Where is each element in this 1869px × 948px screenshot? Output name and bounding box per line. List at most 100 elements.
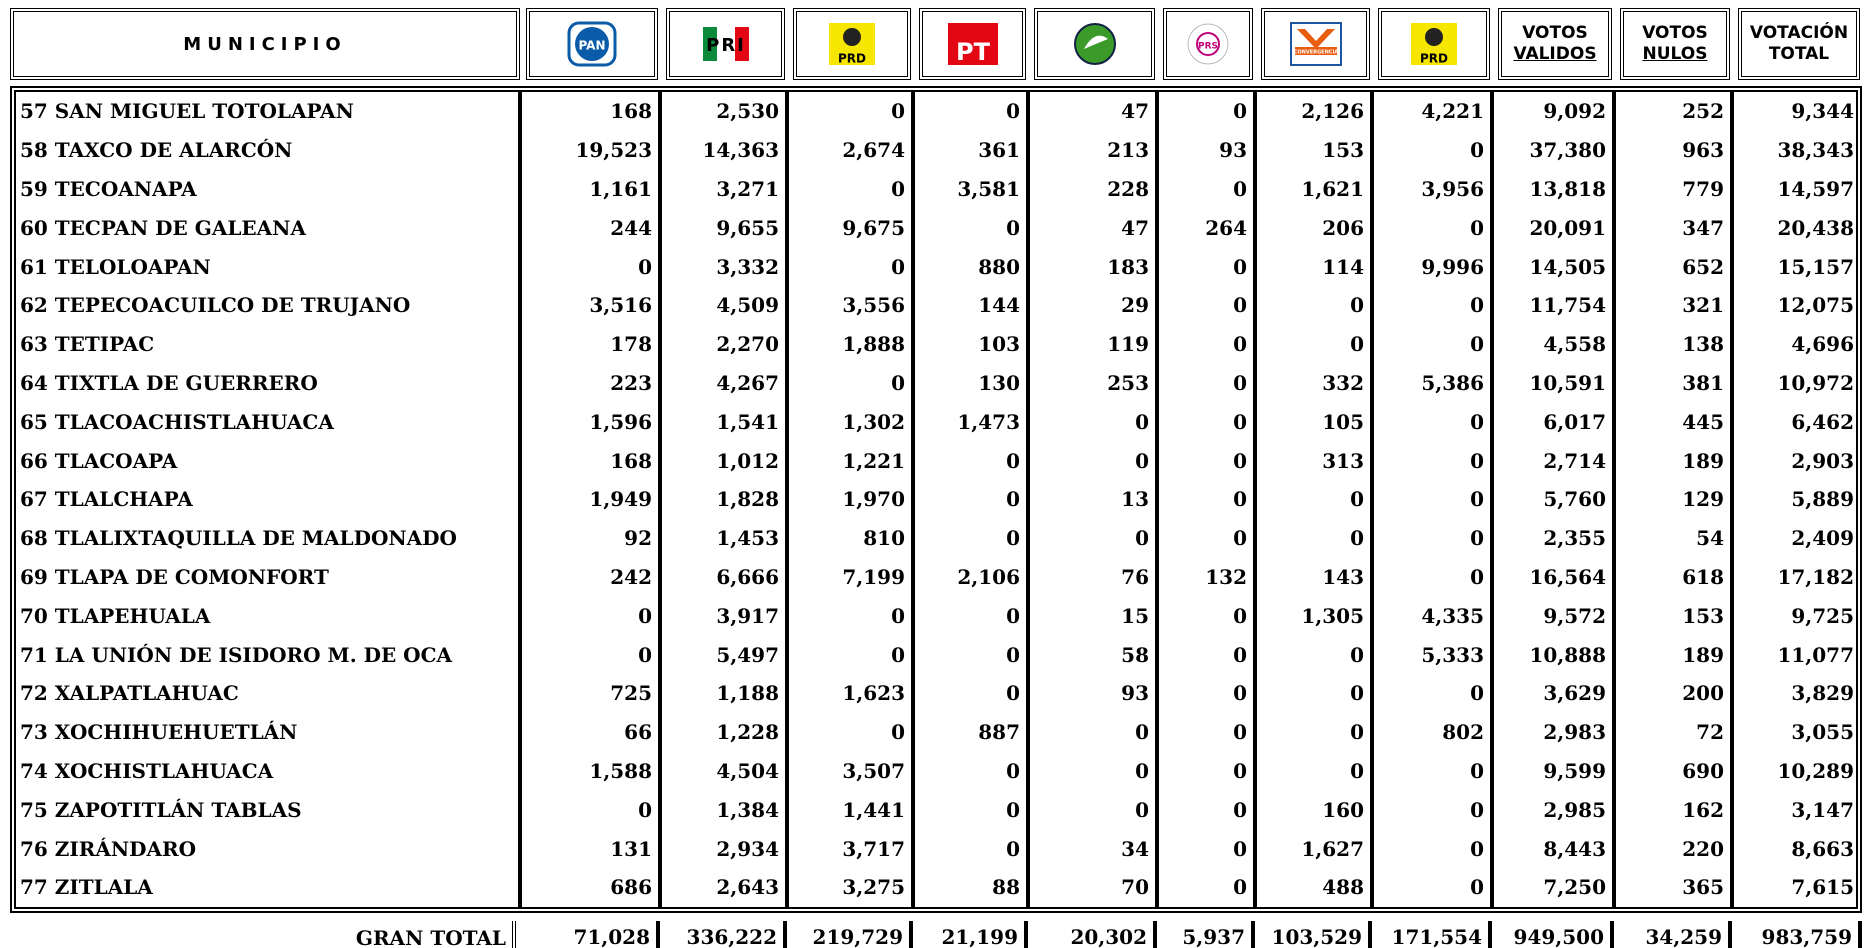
- vote-count: 5,497: [716, 642, 779, 667]
- party-logo: PT: [947, 23, 998, 66]
- grand-total-label: GRAN TOTAL: [10, 920, 516, 948]
- header-text: VOTACIÓN: [1749, 23, 1849, 43]
- vote-count: 2,270: [716, 332, 779, 357]
- vote-count: 0: [1470, 875, 1484, 900]
- logo-shape: [1296, 29, 1335, 49]
- vote-count: 0: [891, 642, 905, 667]
- municipio-name: 61 TELOLOAPAN: [20, 254, 211, 279]
- vote-count: 0: [1350, 758, 1364, 783]
- vote-count: 5,889: [1791, 487, 1854, 512]
- vote-count: 3,516: [589, 293, 652, 318]
- municipio-name: 64 TIXTLA DE GUERRERO: [20, 370, 318, 395]
- vote-count: 7,615: [1791, 875, 1854, 900]
- vote-count: 0: [1135, 720, 1149, 745]
- logo-text: CONVERGENCIA: [1293, 50, 1337, 56]
- vote-count: 93: [1219, 138, 1247, 163]
- vote-count: 1,473: [957, 409, 1020, 434]
- logo-shape: [702, 27, 717, 61]
- vote-count: 9,675: [842, 215, 905, 240]
- municipio-name: 62 TEPECOACUILCO DE TRUJANO: [20, 293, 411, 318]
- column-rule: [658, 90, 662, 909]
- column-rule: [1155, 90, 1159, 909]
- vote-count: 0: [1233, 681, 1247, 706]
- vote-count: 8,663: [1791, 836, 1854, 861]
- vote-count: 264: [1205, 215, 1247, 240]
- logo-shape: [843, 28, 861, 46]
- party-header: PRS: [1163, 8, 1253, 80]
- grand-total-value: 336,222: [660, 920, 787, 948]
- vote-count: 0: [1350, 332, 1364, 357]
- vote-count: 0: [1470, 797, 1484, 822]
- vote-count: 1,305: [1301, 603, 1364, 628]
- municipio-name: 65 TLACOACHISTLAHUACA: [20, 409, 334, 434]
- vote-count: 14,505: [1529, 254, 1606, 279]
- vote-count: 0: [891, 176, 905, 201]
- vote-count: 3,629: [1543, 681, 1606, 706]
- party-header: PT: [919, 8, 1026, 80]
- vote-count: 14,363: [702, 138, 779, 163]
- vote-count: 1,623: [842, 681, 905, 706]
- vote-count: 0: [1350, 681, 1364, 706]
- vote-count: 0: [638, 254, 652, 279]
- logo-shape: [947, 23, 998, 65]
- party-header: PRD: [793, 8, 911, 80]
- logo-text: PT: [956, 38, 991, 66]
- vote-count: 0: [1470, 564, 1484, 589]
- vote-count: 2,530: [716, 99, 779, 124]
- municipio-name: 58 TAXCO DE ALARCÓN: [20, 138, 293, 163]
- vote-count: 228: [1107, 176, 1149, 201]
- vote-count: 4,509: [716, 293, 779, 318]
- vote-count: 242: [610, 564, 652, 589]
- header-text: VOTOS: [1642, 23, 1708, 43]
- vote-count: 105: [1322, 409, 1364, 434]
- vote-count: 0: [1470, 526, 1484, 551]
- vote-count: 76: [1121, 564, 1149, 589]
- vote-count: 361: [978, 138, 1020, 163]
- header-text: NULOS: [1642, 44, 1708, 64]
- vote-count: 0: [1470, 215, 1484, 240]
- column-rule: [1370, 90, 1374, 909]
- vote-count: 3,717: [842, 836, 905, 861]
- column-rule: [1253, 90, 1257, 909]
- party-header: PRD: [1378, 8, 1490, 80]
- vote-count: 189: [1682, 448, 1724, 473]
- vote-count: 1,970: [842, 487, 905, 512]
- logo-shape: [716, 27, 735, 61]
- vote-count: 618: [1682, 564, 1724, 589]
- logo-shape: [734, 27, 749, 61]
- vote-count: 3,829: [1791, 681, 1854, 706]
- vote-count: 244: [610, 215, 652, 240]
- vote-count: 38,343: [1777, 138, 1854, 163]
- vote-count: 381: [1682, 370, 1724, 395]
- vote-count: 0: [1006, 836, 1020, 861]
- vote-count: 16,564: [1529, 564, 1606, 589]
- municipio-name: 71 LA UNIÓN DE ISIDORO M. DE OCA: [20, 642, 453, 667]
- vote-count: 47: [1121, 215, 1149, 240]
- vote-count: 10,289: [1777, 758, 1854, 783]
- vote-count: 1,188: [716, 681, 779, 706]
- vote-count: 3,275: [842, 875, 905, 900]
- grand-total-value: 949,500: [1492, 920, 1614, 948]
- vote-count: 138: [1682, 332, 1724, 357]
- municipio-name: 63 TETIPAC: [20, 332, 155, 357]
- logo-shape: [1196, 32, 1220, 56]
- vote-count: 2,643: [716, 875, 779, 900]
- header-text: MUNICIPIO: [183, 33, 347, 55]
- vote-count: 6,017: [1543, 409, 1606, 434]
- vote-count: 0: [1233, 176, 1247, 201]
- municipio-header: MUNICIPIO: [10, 8, 520, 80]
- grand-total-value: 20,302: [1028, 920, 1157, 948]
- municipio-name: 72 XALPATLAHUAC: [20, 681, 239, 706]
- vote-count: 0: [1233, 875, 1247, 900]
- vote-count: 0: [1135, 758, 1149, 783]
- vote-count: 200: [1682, 681, 1724, 706]
- vote-count: 7,250: [1543, 875, 1606, 900]
- municipio-name: 76 ZIRÁNDARO: [20, 836, 197, 861]
- vote-count: 7,199: [842, 564, 905, 589]
- vote-count: 93: [1121, 681, 1149, 706]
- vote-count: 11,754: [1529, 293, 1606, 318]
- vote-count: 1,441: [842, 797, 905, 822]
- vote-count: 2,714: [1543, 448, 1606, 473]
- vote-count: 11,077: [1777, 642, 1854, 667]
- vote-count: 0: [1006, 758, 1020, 783]
